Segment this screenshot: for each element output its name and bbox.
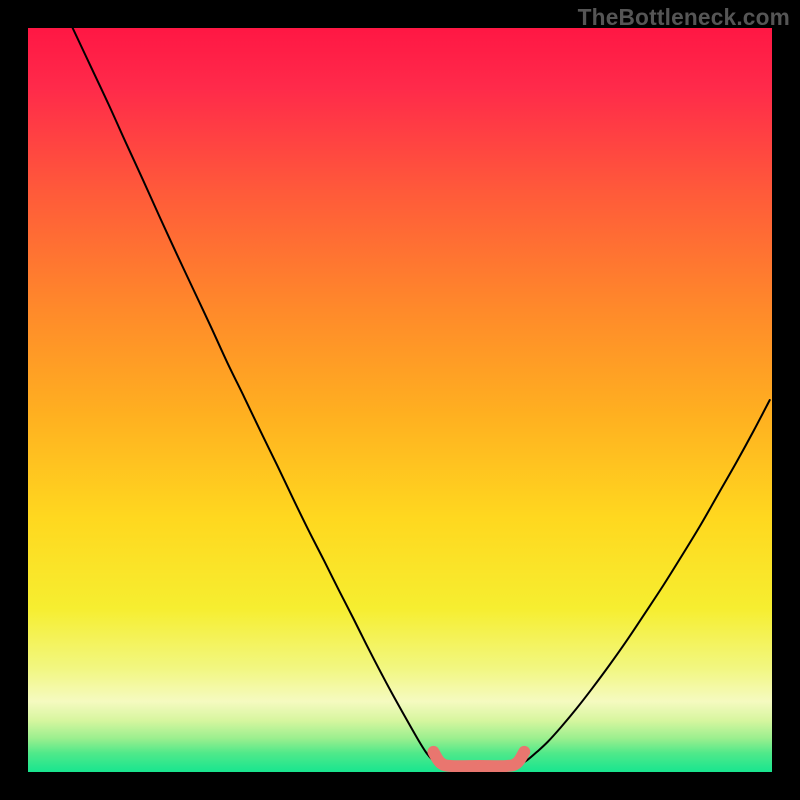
valley-marker (433, 752, 524, 766)
right-curve (516, 400, 770, 765)
watermark-text: TheBottleneck.com (578, 4, 790, 31)
chart-canvas: TheBottleneck.com (0, 0, 800, 800)
curve-layer (28, 28, 772, 772)
left-curve (73, 28, 442, 765)
plot-area (28, 28, 772, 772)
